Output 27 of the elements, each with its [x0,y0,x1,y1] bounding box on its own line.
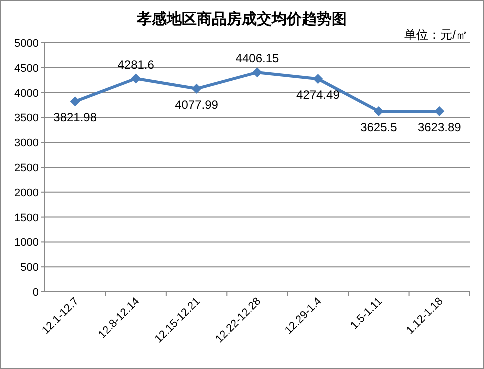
y-tick-label: 0 [32,287,39,299]
y-tick-label: 3500 [14,112,39,125]
point [70,96,80,107]
y-tick-label: 1500 [14,212,39,224]
data-label: 4406.15 [236,52,280,66]
data-label: 3625.5 [360,120,398,134]
y-tick-label: 1000 [14,237,39,250]
point [434,106,445,117]
data-label: 4281.6 [118,58,155,72]
y-tick-label: 3000 [14,138,39,150]
point [374,106,384,116]
y-tick-label: 4000 [14,88,39,100]
point [313,74,324,84]
y-tick-label: 4500 [14,62,39,75]
point [252,68,262,78]
point [192,84,202,94]
chart-title: 孝感地区商品房成交均价趋势图 [136,10,347,28]
point [131,74,142,84]
y-tick-label: 500 [20,262,39,274]
y-tick-label: 2000 [14,187,39,200]
data-label: 3821.98 [54,110,98,125]
data-label: 4077.99 [175,98,219,112]
y-tick-label: 5000 [14,38,39,50]
y-tick-label: 2500 [14,162,39,174]
text: 单位：元/㎡ [404,28,468,42]
data-label: 3623.89 [418,120,462,135]
data-label: 4274.49 [296,88,340,102]
